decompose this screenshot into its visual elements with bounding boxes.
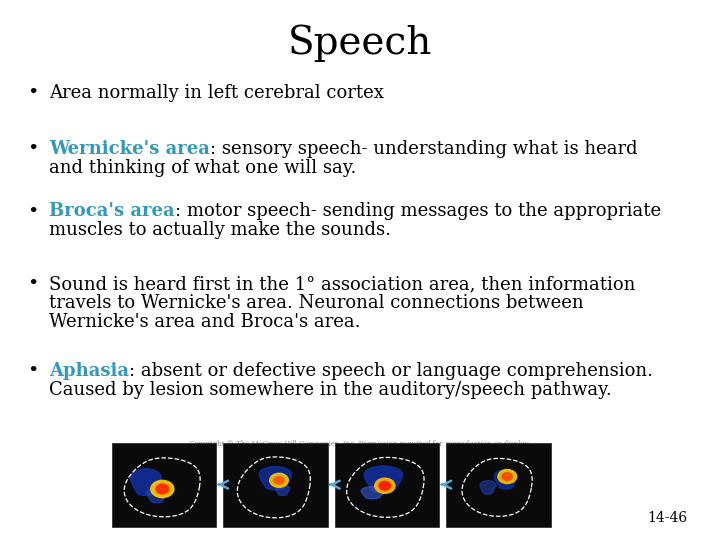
Text: Sound is heard first in the 1° association area, then information: Sound is heard first in the 1° associati… (49, 275, 635, 293)
Bar (446, 443, 551, 526)
Circle shape (498, 469, 517, 484)
Text: Aphasia: Aphasia (49, 362, 129, 380)
Bar (223, 443, 328, 526)
Text: Area normally in left cerebral cortex: Area normally in left cerebral cortex (49, 84, 384, 102)
Circle shape (374, 478, 395, 494)
Text: and thinking of what one will say.: and thinking of what one will say. (49, 159, 356, 177)
Polygon shape (147, 488, 166, 503)
Text: •: • (27, 140, 39, 158)
Text: travels to Wernicke's area. Neuronal connections between: travels to Wernicke's area. Neuronal con… (49, 294, 584, 312)
Polygon shape (259, 467, 292, 490)
Bar (112, 443, 216, 526)
Text: •: • (27, 84, 39, 102)
Polygon shape (361, 487, 384, 499)
Polygon shape (276, 485, 289, 495)
Polygon shape (364, 466, 402, 492)
Text: : motor speech- sending messages to the appropriate: : motor speech- sending messages to the … (174, 202, 661, 220)
Text: Wernicke's area: Wernicke's area (49, 140, 210, 158)
Circle shape (503, 473, 513, 481)
Text: muscles to actually make the sounds.: muscles to actually make the sounds. (49, 221, 391, 239)
Text: : sensory speech- understanding what is heard: : sensory speech- understanding what is … (210, 140, 637, 158)
Text: 14-46: 14-46 (647, 511, 688, 525)
Text: Broca's area: Broca's area (49, 202, 174, 220)
Text: : absent or defective speech or language comprehension.: : absent or defective speech or language… (129, 362, 653, 380)
Circle shape (269, 473, 288, 487)
Text: Wernicke's area and Broca's area.: Wernicke's area and Broca's area. (49, 313, 361, 331)
Bar (335, 443, 439, 526)
Polygon shape (480, 481, 495, 494)
Text: Caused by lesion somewhere in the auditory/speech pathway.: Caused by lesion somewhere in the audito… (49, 381, 612, 399)
Polygon shape (494, 470, 517, 489)
Text: •: • (27, 202, 39, 220)
Text: Copyright © The McGraw-Hill Companies, Inc. Permission required for reproduction: Copyright © The McGraw-Hill Companies, I… (189, 440, 531, 448)
Circle shape (274, 476, 284, 484)
Circle shape (156, 484, 168, 494)
Text: Speech: Speech (288, 24, 432, 62)
Circle shape (379, 482, 390, 490)
Text: •: • (27, 362, 39, 380)
Circle shape (150, 481, 174, 498)
Polygon shape (130, 469, 161, 495)
Text: •: • (27, 275, 39, 293)
